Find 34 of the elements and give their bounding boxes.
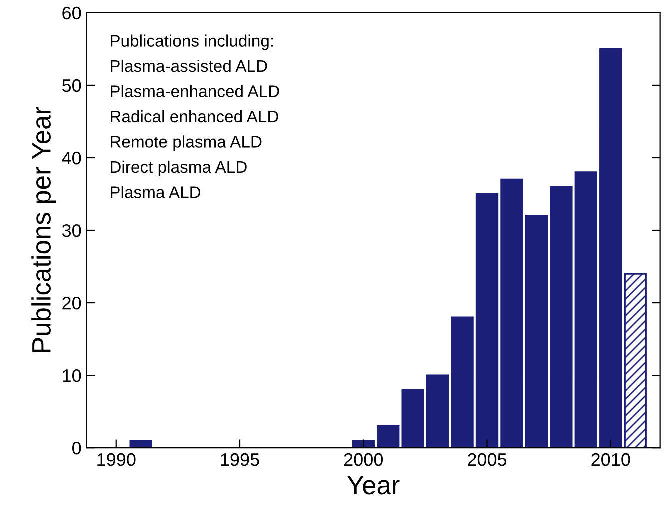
annotation: Plasma-assisted ALD: [111, 60, 268, 72]
x-axis-title: Year: [347, 476, 400, 495]
bar: [500, 178, 524, 448]
annotation: Publications including:: [111, 34, 274, 50]
x-tick-label: 2005: [468, 453, 507, 466]
bar: [451, 316, 474, 448]
y-tick-label: 60: [62, 6, 82, 20]
x-tick-label: 2010: [592, 453, 630, 466]
y-tick-label: 50: [62, 79, 82, 92]
annotation: Radical enhanced ALD: [111, 110, 278, 123]
bar: [130, 440, 152, 448]
bar: [624, 273, 647, 448]
annotation: Direct plasma ALD: [111, 160, 247, 176]
bar: [476, 193, 499, 448]
y-tick-label: 20: [62, 296, 82, 310]
bar: [377, 425, 400, 448]
annotation: Plasma ALD: [111, 186, 201, 198]
bar: [574, 172, 598, 448]
x-tick-label: 1990: [98, 453, 136, 466]
annotation: Remote plasma ALD: [111, 136, 262, 152]
x-tick-label: 2000: [344, 453, 384, 466]
bar: [426, 374, 450, 448]
annotation: Plasma-enhanced ALD: [111, 85, 280, 98]
bar: [550, 186, 573, 448]
y-tick-label: 10: [63, 369, 82, 382]
x-tick-label: 1995: [221, 453, 260, 466]
y-tick-label: 40: [62, 152, 82, 165]
y-tick-label: 30: [62, 224, 82, 238]
bar: [402, 389, 424, 448]
bar: [600, 48, 622, 448]
y-tick-label: 0: [72, 442, 82, 455]
bar: [525, 215, 548, 448]
y-axis-title: Publications per Year: [32, 106, 56, 352]
bar: [352, 440, 375, 448]
